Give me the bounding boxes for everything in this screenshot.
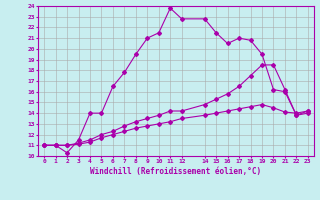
X-axis label: Windchill (Refroidissement éolien,°C): Windchill (Refroidissement éolien,°C)	[91, 167, 261, 176]
